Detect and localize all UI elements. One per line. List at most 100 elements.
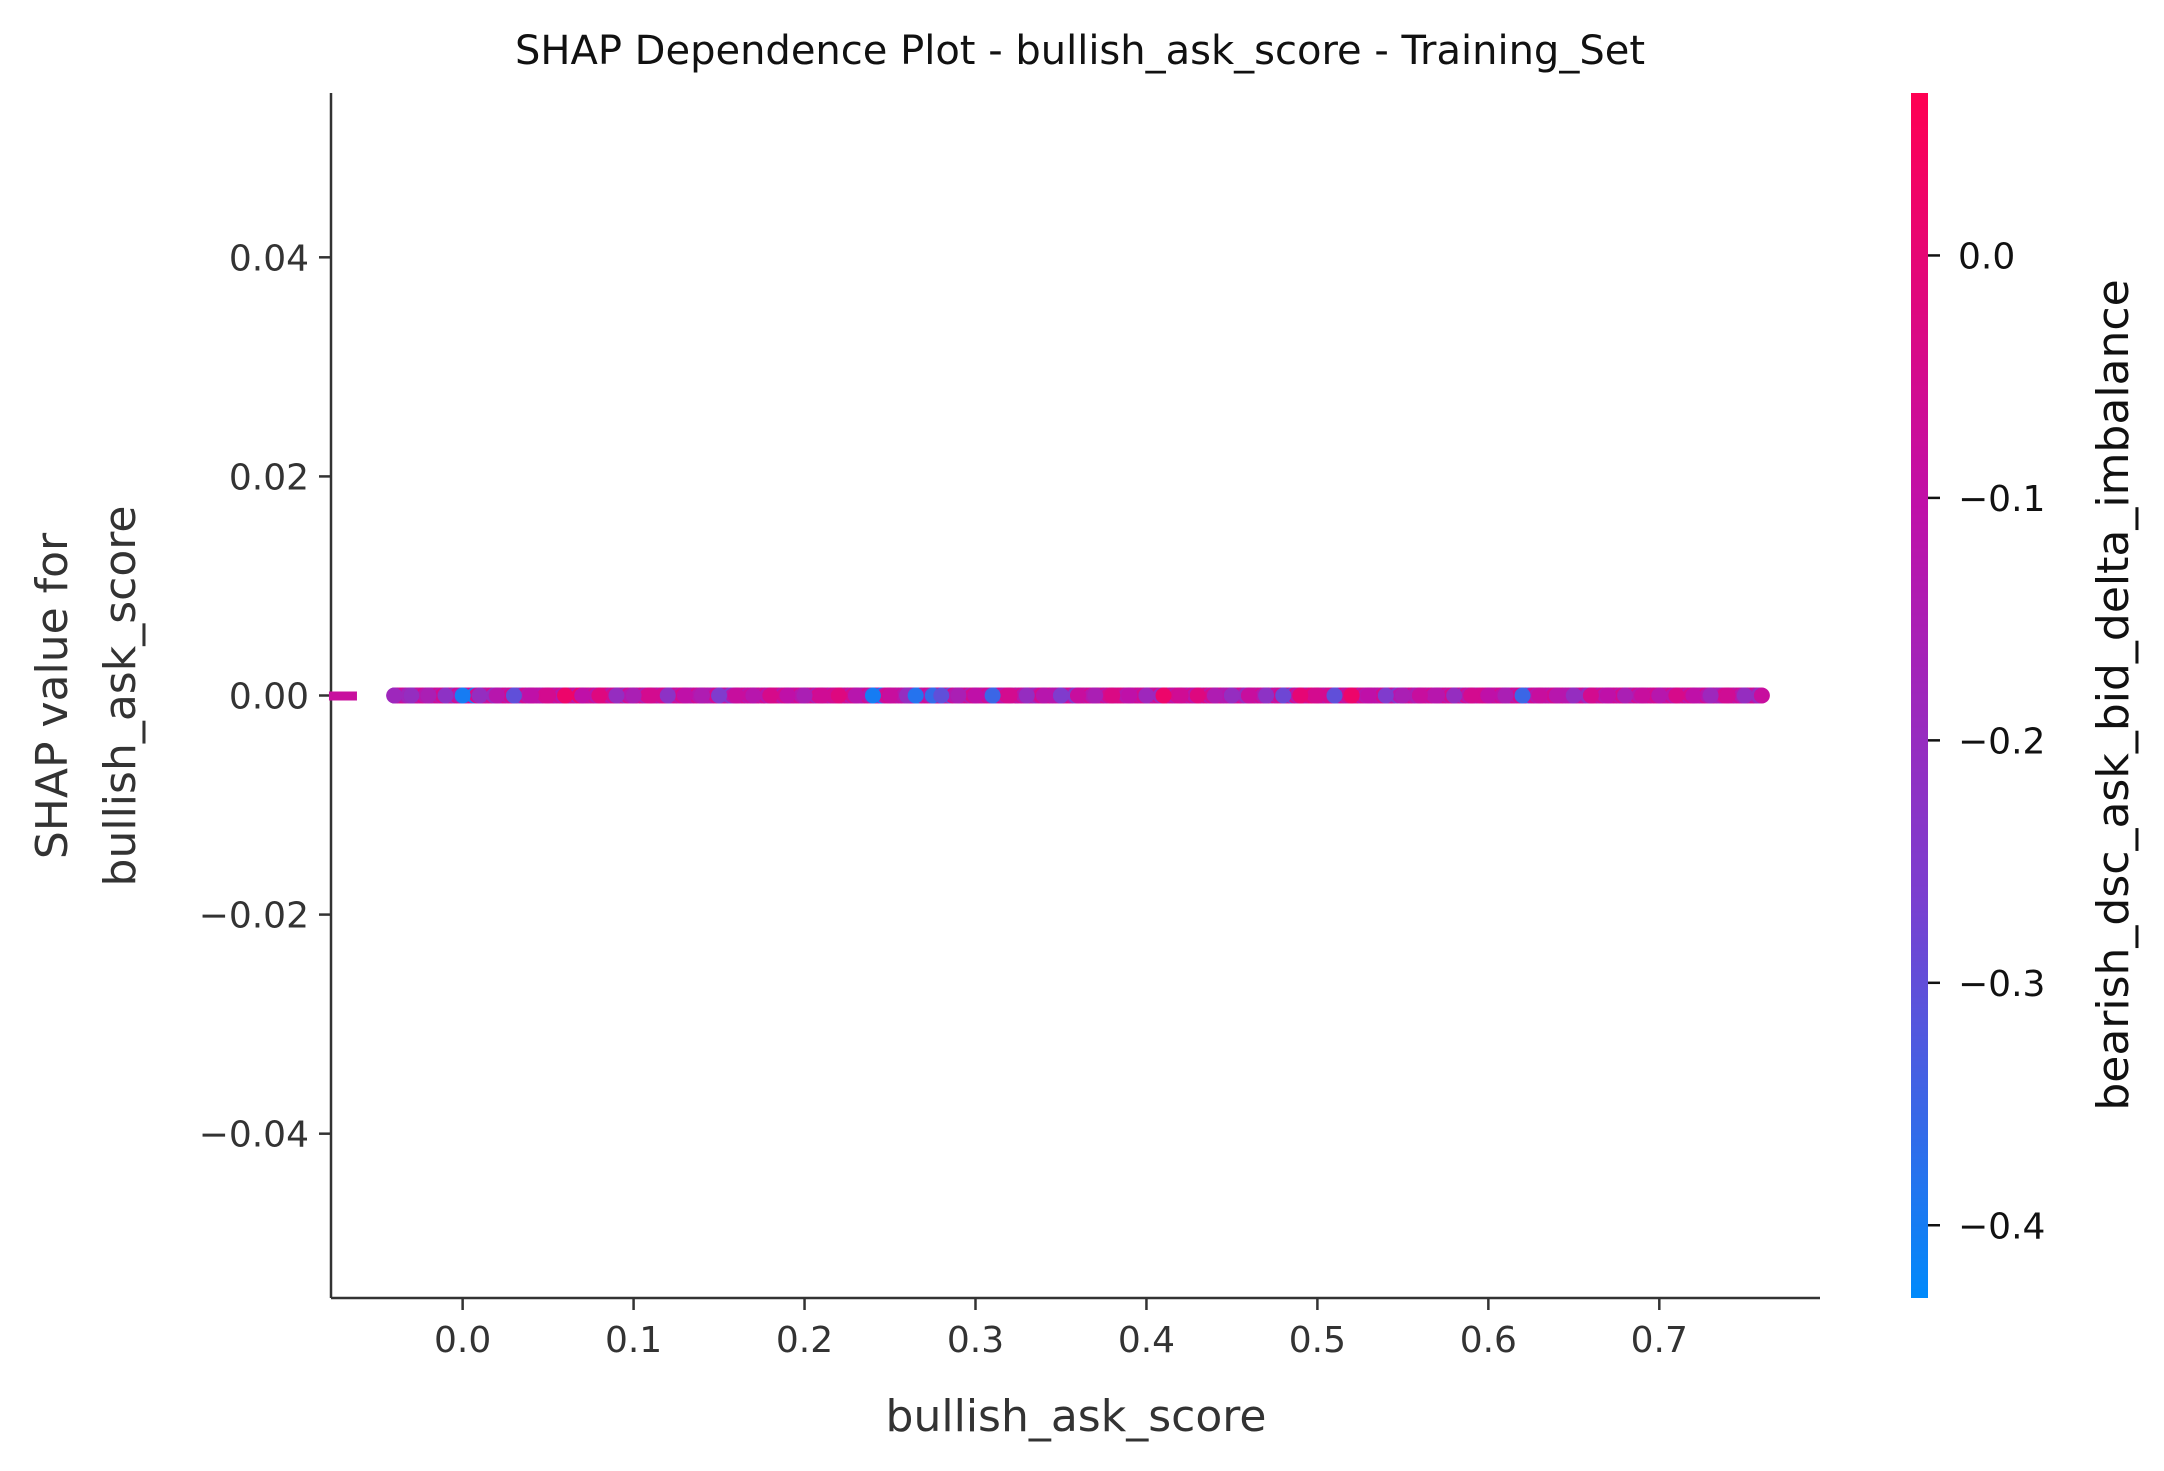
x-tick-label: 0.3: [947, 1320, 1004, 1361]
y-axis-label: SHAP value for: [27, 532, 78, 859]
colorbar-gradient: [1911, 93, 1928, 1298]
y-tick-label: 0.04: [229, 238, 309, 279]
scatter-point: [1241, 687, 1258, 704]
scatter-point: [1309, 687, 1326, 704]
scatter-point: [864, 687, 881, 704]
colorbar-ticks: 0.0 −0.1 −0.2 −0.3 −0.4: [1928, 236, 2045, 1247]
scatter-point: [523, 687, 540, 704]
scatter-point: [1070, 687, 1087, 704]
x-tick-label: 0.1: [605, 1320, 662, 1361]
colorbar-tick-label: −0.3: [1958, 964, 2045, 1005]
scatter-point: [574, 687, 591, 704]
scatter-point: [728, 687, 745, 704]
scatter-point: [1035, 687, 1052, 704]
scatter-point: [1138, 687, 1155, 704]
scatter-point: [488, 687, 505, 704]
scatter-point: [386, 687, 403, 704]
x-tick-label: 0.6: [1460, 1320, 1517, 1361]
colorbar-tick-label: −0.2: [1958, 721, 2045, 762]
scatter-point: [1548, 687, 1565, 704]
chart-title: SHAP Dependence Plot - bullish_ask_score…: [515, 28, 1645, 74]
x-tick-label: 0.4: [1118, 1320, 1175, 1361]
nan-marker: [328, 691, 357, 701]
x-ticks: 0.0 0.1 0.2 0.3 0.4 0.5 0.6 0.7: [434, 1298, 1688, 1361]
scatter-point: [1565, 687, 1582, 704]
scatter-point: [1377, 687, 1394, 704]
colorbar-tick-label: −0.4: [1958, 1206, 2045, 1247]
scatter-point: [420, 687, 437, 704]
scatter-point: [847, 687, 864, 704]
scatter-point: [659, 687, 676, 704]
scatter-point: [540, 687, 557, 704]
x-tick-label: 0.5: [1289, 1320, 1346, 1361]
scatter-point: [1104, 687, 1121, 704]
scatter-point: [642, 687, 659, 704]
scatter-point: [796, 687, 813, 704]
scatter-point: [779, 687, 796, 704]
scatter-point: [830, 687, 847, 704]
scatter-point: [745, 687, 762, 704]
scatter-point: [1223, 687, 1240, 704]
y-ticks: 0.04 0.02 0.00 −0.02 −0.04: [199, 238, 331, 1156]
colorbar: 0.0 −0.1 −0.2 −0.3 −0.4 bearish_dsc_ask_bid_…: [1911, 93, 2139, 1298]
scatter-point: [693, 687, 710, 704]
scatter-point: [1394, 687, 1411, 704]
scatter-point: [1702, 687, 1719, 704]
scatter-point: [1446, 687, 1463, 704]
y-tick-label: −0.04: [199, 1115, 309, 1156]
x-tick-label: 0.2: [776, 1320, 833, 1361]
scatter-point: [1121, 687, 1138, 704]
scatter-point: [1668, 687, 1685, 704]
x-tick-label: 0.7: [1631, 1320, 1688, 1361]
scatter-point: [1719, 687, 1736, 704]
nan-marker-group: [328, 691, 357, 701]
scatter-point: [1685, 687, 1702, 704]
y-tick-label: −0.02: [199, 896, 309, 937]
colorbar-label: bearish_dsc_ask_bid_delta_imbalance: [2088, 279, 2139, 1110]
scatter-point: [437, 687, 454, 704]
scatter-point: [1497, 687, 1514, 704]
scatter-point: [711, 687, 728, 704]
scatter-point: [471, 687, 488, 704]
scatter-points: [386, 687, 1770, 704]
scatter-point: [1206, 687, 1223, 704]
scatter-point: [1411, 687, 1428, 704]
scatter-point: [762, 687, 779, 704]
scatter-point: [907, 687, 924, 704]
scatter-point: [1634, 687, 1651, 704]
scatter-point: [1343, 687, 1360, 704]
x-tick-label: 0.0: [434, 1320, 491, 1361]
y-tick-label: 0.02: [229, 457, 309, 498]
scatter-point: [1429, 687, 1446, 704]
scatter-point: [625, 687, 642, 704]
scatter-point: [1463, 687, 1480, 704]
scatter-point: [591, 687, 608, 704]
scatter-point: [1531, 687, 1548, 704]
scatter-point: [505, 687, 522, 704]
scatter-point: [1326, 687, 1343, 704]
scatter-point: [1275, 687, 1292, 704]
scatter-point: [882, 687, 899, 704]
scatter-point: [1258, 687, 1275, 704]
scatter-point: [1480, 687, 1497, 704]
scatter-point: [1753, 687, 1770, 704]
scatter-point: [1600, 687, 1617, 704]
colorbar-tick-label: 0.0: [1958, 236, 2015, 277]
scatter-point: [1651, 687, 1668, 704]
scatter-point: [1736, 687, 1753, 704]
scatter-point: [608, 687, 625, 704]
scatter-point: [1155, 687, 1172, 704]
scatter-point: [1292, 687, 1309, 704]
scatter-point: [403, 687, 420, 704]
scatter-point: [984, 687, 1001, 704]
scatter-point: [1617, 687, 1634, 704]
scatter-point: [1514, 687, 1531, 704]
x-axis-label: bullish_ask_score: [886, 1391, 1267, 1442]
scatter-point: [1052, 687, 1069, 704]
y-axis-label-line1: SHAP value for: [27, 532, 78, 859]
y-axis-label-line2: bullish_ask_score: [95, 506, 146, 887]
scatter-point: [967, 687, 984, 704]
scatter-point: [1189, 687, 1206, 704]
scatter-point: [1001, 687, 1018, 704]
